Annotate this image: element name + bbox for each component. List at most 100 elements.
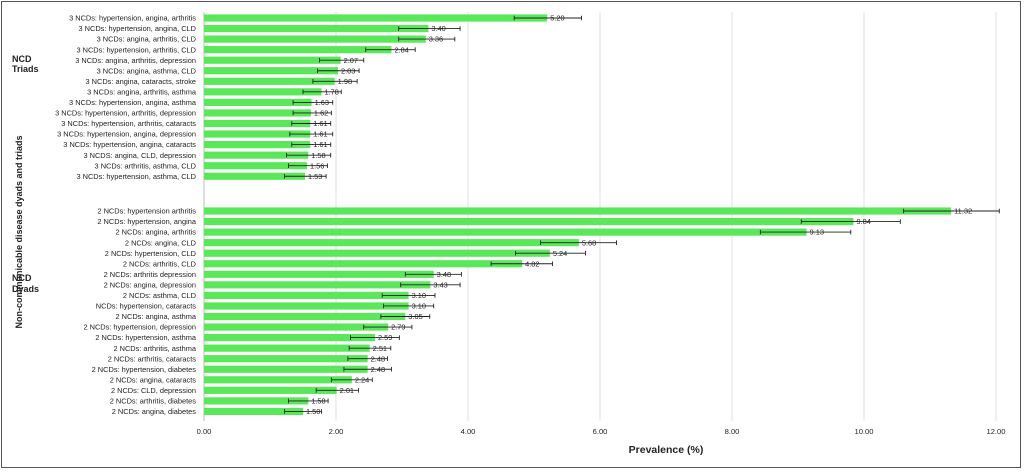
x-tick-label: 8.00 bbox=[725, 427, 740, 436]
value-label: 2.51 bbox=[373, 344, 387, 353]
bar bbox=[204, 77, 335, 85]
value-label: 5.68 bbox=[582, 238, 596, 247]
value-label: 1.50 bbox=[306, 407, 320, 416]
category-label: 2 NCDs: angina, depression bbox=[104, 280, 196, 289]
bar bbox=[204, 67, 338, 75]
x-tick-label: 12.00 bbox=[986, 427, 1005, 436]
bar bbox=[204, 281, 431, 289]
value-label: 3.05 bbox=[408, 312, 422, 321]
value-label: 1.61 bbox=[313, 140, 327, 149]
group-label-line1: NCD bbox=[12, 54, 32, 64]
value-label: 1.61 bbox=[313, 119, 327, 128]
category-label: 3 NCDs: hypertension, angina, CLD bbox=[79, 24, 197, 33]
category-label: 2 NCDs: arthritis, asthma bbox=[113, 344, 196, 353]
x-tick-label: 6.00 bbox=[593, 427, 608, 436]
y-axis-label: Non-communicable disease dyads and triad… bbox=[14, 135, 24, 328]
value-label: 1.56 bbox=[310, 161, 324, 170]
bar bbox=[204, 162, 307, 170]
value-label: 5.24 bbox=[553, 249, 567, 258]
category-label: 3 NCDs: hypertension, arthritis, depress… bbox=[55, 109, 196, 118]
value-label: 3.10 bbox=[412, 291, 426, 300]
bar bbox=[204, 397, 309, 405]
category-label: 2 NCDs: CLD, depression bbox=[111, 386, 196, 395]
bar bbox=[204, 355, 368, 363]
category-label: NCDs: hypertension, cataracts bbox=[96, 302, 197, 311]
category-label: 3 NCDs: hypertension, angina, arthritis bbox=[69, 14, 196, 23]
bar bbox=[204, 109, 311, 117]
value-label: 1.98 bbox=[338, 77, 352, 86]
bar bbox=[204, 228, 807, 236]
value-label: 1.62 bbox=[314, 109, 328, 118]
bar bbox=[204, 35, 426, 43]
value-label: 3.10 bbox=[412, 302, 426, 311]
value-label: 2.48 bbox=[371, 354, 385, 363]
category-label: 2 NCDs: arthritis, diabetes bbox=[110, 397, 197, 406]
value-label: 2.24 bbox=[355, 375, 369, 384]
bar bbox=[204, 407, 303, 416]
value-label: 1.58 bbox=[311, 397, 325, 406]
bar bbox=[204, 312, 406, 321]
value-label: 1.53 bbox=[308, 172, 322, 181]
value-label: 3.48 bbox=[437, 270, 451, 279]
bar bbox=[204, 291, 409, 299]
category-label: 2 NCDs: arthritis depression bbox=[104, 270, 196, 279]
value-label: 1.61 bbox=[313, 130, 327, 139]
bar bbox=[204, 98, 312, 106]
category-label: 3 NCDs: hypertension, arthritis, CLD bbox=[76, 45, 196, 54]
bar bbox=[204, 344, 370, 352]
x-tick-labels: 0.00 2.00 4.00 6.00 8.00 10.00 12.00 bbox=[197, 427, 1006, 436]
category-label: 2 NCDs: angina, cataracts bbox=[110, 375, 197, 384]
value-label: 2.01 bbox=[340, 386, 354, 395]
category-label: 3 NCDs: hypertension, asthma, CLD bbox=[76, 172, 196, 181]
category-label: 2 NCDs: hypertension, depression bbox=[83, 323, 196, 332]
category-label: 2 NCDs: angina, asthma bbox=[115, 312, 196, 321]
category-label: 2 NCDs: hypertension arthritis bbox=[97, 207, 196, 216]
bar bbox=[204, 207, 952, 215]
category-label: 3 NCDs: hypertension, angina, cataracts bbox=[63, 140, 196, 149]
group-label-line1: NCD bbox=[12, 273, 32, 283]
category-label: 3 NCDs: hypertension, angina, asthma bbox=[69, 98, 197, 107]
category-label: 3 NCDS: angina, CLD, depression bbox=[83, 151, 196, 160]
bar bbox=[204, 249, 550, 257]
category-label: 3 NCDs: hypertension, arthritis, catarac… bbox=[61, 119, 196, 128]
category-label: 2 NCDs: angina, arthritis bbox=[115, 228, 196, 237]
bar bbox=[204, 302, 409, 310]
bars bbox=[204, 14, 952, 416]
value-label: 2.03 bbox=[341, 66, 355, 75]
bar bbox=[204, 24, 429, 33]
category-label: 2 NCDs: angina, CLD bbox=[125, 238, 196, 247]
category-label: 3 NCDs: angina, arthritis, depression bbox=[75, 56, 196, 65]
category-label: 3 NCDs: hypertension, angina, depression bbox=[57, 130, 196, 139]
bar bbox=[204, 365, 368, 373]
category-label: 2 NCDs: hypertension, angina bbox=[97, 217, 196, 226]
bar bbox=[204, 56, 341, 64]
bar bbox=[204, 46, 392, 54]
value-label: 1.63 bbox=[315, 98, 329, 107]
value-label: 2.84 bbox=[394, 45, 408, 54]
value-label: 9.84 bbox=[856, 217, 870, 226]
category-label: 3 NCDs: angina, arthritis, asthma bbox=[87, 87, 197, 96]
bar bbox=[204, 386, 337, 394]
bar bbox=[204, 130, 311, 138]
value-label: 2.79 bbox=[391, 323, 405, 332]
value-labels: 5.20 3.40 3.36 2.84 2.072.03 1.981.78 1.63 1.62… bbox=[306, 14, 972, 416]
category-label: 3 NCDs: angina, arthritis, CLD bbox=[97, 35, 196, 44]
x-tick-label: 4.00 bbox=[461, 427, 476, 436]
value-label: 9.13 bbox=[810, 228, 824, 237]
bar bbox=[204, 172, 305, 180]
category-label: 2 NCDs: arthritis, cataracts bbox=[108, 354, 197, 363]
category-label: 2 NCDs: angina, diabetes bbox=[112, 407, 197, 416]
bar bbox=[204, 260, 523, 268]
bar bbox=[204, 14, 548, 22]
category-label: 2 NCDs: hypertension, asthma bbox=[95, 333, 197, 342]
category-label: 3 NCDs: angina, asthma, CLD bbox=[97, 66, 196, 75]
bar bbox=[204, 334, 375, 342]
category-label: 3 NCDs: arthritis, asthma, CLD bbox=[95, 161, 196, 170]
x-tick-label: 10.00 bbox=[854, 427, 873, 436]
bar bbox=[204, 323, 389, 331]
x-tick-label: 2.00 bbox=[329, 427, 344, 436]
bar bbox=[204, 119, 311, 128]
value-label: 1.78 bbox=[324, 87, 338, 96]
